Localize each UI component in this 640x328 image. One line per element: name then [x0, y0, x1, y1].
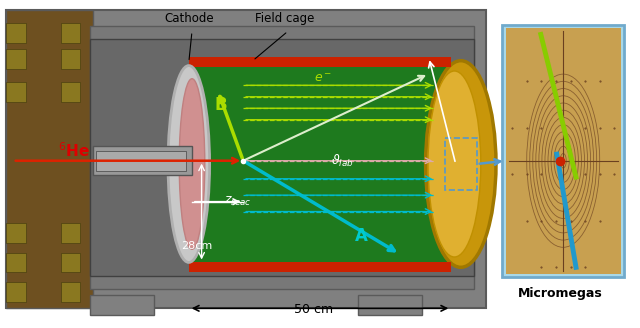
Bar [445, 138, 477, 190]
Bar [502, 25, 624, 277]
Bar [61, 282, 80, 302]
Bar [61, 49, 80, 69]
Bar [189, 57, 451, 67]
Bar [61, 82, 80, 102]
Bar [61, 253, 80, 272]
Bar [6, 10, 93, 308]
Bar [6, 82, 26, 102]
Text: $\vartheta_{lab}$: $\vartheta_{lab}$ [331, 153, 354, 169]
Bar [6, 23, 26, 43]
Text: Micromegas: Micromegas [518, 287, 602, 300]
Text: $^6$He: $^6$He [58, 141, 90, 160]
Text: $e^-$: $e^-$ [314, 72, 332, 85]
Bar [6, 223, 26, 243]
Bar [93, 146, 192, 175]
Text: Cathode: Cathode [164, 11, 214, 25]
Ellipse shape [168, 66, 210, 262]
Bar [90, 39, 474, 276]
Bar [90, 26, 474, 289]
Text: A: A [355, 227, 368, 245]
Bar [6, 282, 26, 302]
Text: r: r [493, 54, 499, 67]
Ellipse shape [426, 61, 496, 267]
Text: 50 cm: 50 cm [294, 303, 333, 317]
Bar [189, 66, 451, 262]
Text: Field cage: Field cage [255, 11, 314, 25]
Bar [6, 10, 486, 308]
Ellipse shape [179, 79, 205, 249]
Text: B: B [214, 96, 227, 114]
Bar [90, 295, 154, 315]
Bar [358, 295, 422, 315]
Bar [61, 23, 80, 43]
Text: 28cm: 28cm [182, 241, 212, 251]
Bar [506, 28, 621, 274]
Text: $z_{reac}$: $z_{reac}$ [224, 195, 252, 208]
Bar [189, 262, 451, 272]
Bar [6, 253, 26, 272]
Bar [6, 49, 26, 69]
Bar [96, 151, 186, 171]
Bar [61, 223, 80, 243]
Ellipse shape [428, 71, 481, 257]
